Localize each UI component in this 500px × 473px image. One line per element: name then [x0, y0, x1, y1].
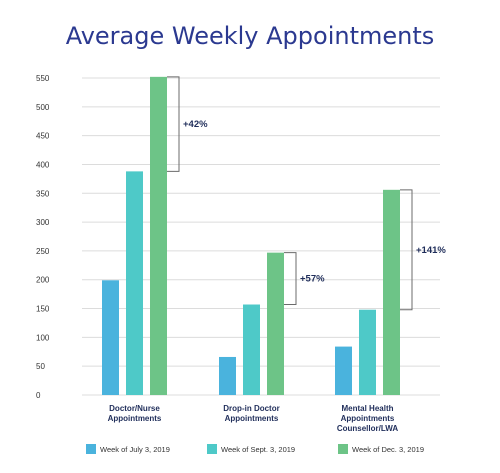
x-category-label: Doctor/Nurse	[109, 404, 160, 413]
x-category-label: Appointments	[341, 414, 395, 423]
legend-label-july: Week of July 3, 2019	[100, 444, 170, 454]
legend-swatch-sept	[207, 444, 217, 454]
y-tick-label: 0	[36, 391, 41, 400]
y-tick-label: 500	[36, 103, 50, 112]
bar	[150, 76, 167, 395]
y-tick-label: 550	[36, 74, 50, 83]
y-tick-label: 200	[36, 276, 50, 285]
y-tick-label: 150	[36, 305, 50, 314]
bar	[335, 346, 352, 395]
y-tick-label: 100	[36, 333, 50, 342]
change-label: +57%	[300, 274, 325, 285]
change-bracket	[400, 189, 413, 311]
y-tick-label: 450	[36, 132, 50, 141]
legend-item-july: Week of July 3, 2019	[86, 444, 170, 454]
x-category-label: Drop-in Doctor	[223, 404, 279, 413]
bar	[219, 356, 236, 395]
x-category-label: Counsellor/LWA	[337, 424, 399, 433]
bar	[243, 304, 260, 395]
bar	[359, 309, 376, 395]
y-tick-label: 350	[36, 189, 50, 198]
legend-label-sept: Week of Sept. 3, 2019	[221, 444, 296, 454]
y-tick-label: 300	[36, 218, 50, 227]
y-tick-label: 400	[36, 160, 50, 169]
legend-swatch-july	[86, 444, 96, 454]
change-bracket	[284, 252, 297, 306]
bar	[383, 189, 400, 395]
x-category-label: Appointments	[108, 414, 162, 423]
change-label: +141%	[416, 245, 446, 256]
x-category-label: Appointments	[225, 414, 279, 423]
change-label: +42%	[183, 119, 208, 130]
legend-item-sept: Week of Sept. 3, 2019	[207, 444, 295, 454]
legend-swatch-dec	[338, 444, 348, 454]
change-bracket	[167, 76, 180, 172]
x-category-label: Mental Health	[341, 404, 393, 413]
bar	[126, 171, 143, 395]
y-tick-label: 50	[36, 362, 45, 371]
bar	[267, 252, 284, 395]
legend: Week of July 3, 2019 Week of Sept. 3, 20…	[0, 444, 500, 458]
bar	[102, 280, 119, 395]
legend-item-dec: Week of Dec. 3, 2019	[338, 444, 424, 454]
legend-label-dec: Week of Dec. 3, 2019	[352, 444, 424, 454]
chart-title: Average Weekly Appointments	[65, 22, 435, 50]
y-tick-label: 250	[36, 247, 50, 256]
